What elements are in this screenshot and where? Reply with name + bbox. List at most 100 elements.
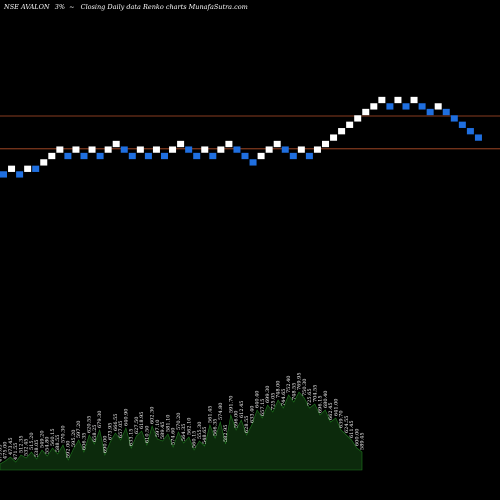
volume-label: 562.10: [186, 418, 192, 436]
renko-bricks: [0, 96, 482, 178]
down-brick: [418, 103, 426, 110]
volume-label: 574.60: [171, 428, 177, 446]
up-brick: [112, 140, 120, 148]
volume-labels: 473.65 475.00 473.45 471.55 512.35 532.45 515.…: [0, 373, 366, 463]
volume-label: 657.15: [260, 399, 266, 417]
volume-label: 624.55: [344, 416, 350, 434]
volume-area-shape: [0, 391, 363, 471]
volume-label: 748.00: [276, 381, 282, 399]
up-brick: [410, 96, 418, 104]
chart-header: NSE AVALON 3% ~ Closing Daily data Renko…: [3, 3, 248, 11]
down-brick: [161, 152, 168, 160]
down-brick: [402, 103, 410, 110]
volume-label: 515.20: [29, 433, 35, 451]
up-brick: [434, 103, 442, 110]
volume-label: 725.05: [270, 393, 276, 411]
trend-arrow: ~: [69, 3, 74, 11]
down-brick: [386, 103, 394, 110]
up-brick: [257, 152, 265, 160]
volume-label: 657.05: [118, 421, 124, 439]
volume-label: 512.35: [19, 436, 25, 454]
up-brick: [152, 146, 160, 153]
up-brick: [338, 128, 346, 135]
volume-label: 564.35: [181, 424, 187, 442]
down-brick: [458, 121, 466, 128]
volume-label: 699.30: [265, 386, 271, 404]
down-brick: [0, 171, 7, 178]
down-brick: [241, 152, 249, 160]
volume-label: 560.15: [50, 429, 56, 447]
volume-label: 570.30: [61, 426, 67, 444]
up-brick: [40, 159, 48, 166]
up-brick: [330, 134, 338, 141]
volume-label: 690.00: [102, 436, 108, 454]
volume-label: 471.55: [13, 443, 19, 461]
down-brick: [209, 152, 217, 160]
volume-label: 589.45: [360, 433, 366, 451]
down-brick: [193, 152, 201, 160]
volume-label: 633.40: [249, 406, 255, 424]
up-brick: [322, 140, 329, 148]
chart-description: Closing Daily data Renko charts MunafaSu…: [81, 3, 248, 11]
volume-label: 582.95: [223, 425, 229, 443]
volume-label: 473.65: [0, 445, 4, 463]
up-brick: [48, 152, 56, 160]
volume-label: 627.50: [134, 417, 140, 435]
up-brick: [217, 146, 225, 153]
down-brick: [305, 152, 313, 160]
volume-label: 548.65: [202, 427, 208, 445]
volume-label: 560.15: [192, 431, 198, 449]
volume-label: 752.40: [286, 376, 292, 394]
down-brick: [466, 128, 474, 135]
up-brick: [24, 165, 32, 172]
down-brick: [144, 152, 152, 160]
down-brick: [185, 146, 193, 153]
volume-label: 570.20: [176, 413, 182, 431]
volume-label: 612.45: [239, 401, 245, 419]
volume-label: 602.30: [150, 407, 156, 425]
down-brick: [32, 165, 40, 172]
down-brick: [64, 152, 72, 160]
volume-label: 595.20: [71, 430, 77, 448]
ticker-label: NSE AVALON: [3, 3, 50, 11]
volume-label: 596.00: [234, 411, 240, 429]
up-brick: [72, 146, 80, 153]
volume-label: 538.05: [34, 440, 40, 458]
volume-label: 640.40: [255, 391, 261, 409]
volume-label: 620.55: [87, 416, 93, 434]
volume-label: 561.45: [207, 406, 213, 424]
volume-label: 581.10: [165, 415, 171, 433]
down-brick: [474, 134, 482, 141]
reference-lines: [0, 115, 500, 150]
down-brick: [450, 115, 458, 122]
up-brick: [169, 146, 177, 153]
volume-label: 618.95: [139, 412, 145, 430]
volume-label: 610.50: [144, 426, 150, 444]
volume-label: 554.80: [45, 437, 51, 455]
down-brick: [442, 108, 450, 116]
up-brick: [394, 96, 402, 104]
volume-label: 750.30: [302, 379, 308, 397]
down-brick: [16, 171, 24, 178]
volume-label: 473.45: [8, 438, 14, 456]
up-brick: [313, 146, 321, 153]
up-brick: [104, 146, 112, 153]
up-brick: [88, 146, 96, 153]
up-brick: [56, 146, 64, 153]
volume-area: [0, 391, 363, 471]
change-label: 3%: [55, 3, 65, 11]
volume-label: 597.20: [76, 421, 82, 439]
volume-label: 679.30: [97, 411, 103, 429]
up-brick: [177, 140, 185, 148]
volume-label: 662.45: [328, 403, 334, 421]
up-brick: [265, 146, 273, 153]
volume-label: 589.45: [160, 422, 166, 440]
down-brick: [289, 152, 297, 160]
volume-label: 600.00: [354, 429, 360, 447]
up-brick: [297, 146, 305, 153]
volume-label: 704.55: [312, 385, 318, 403]
volume-label: 748.55: [291, 383, 297, 401]
down-brick: [96, 152, 104, 160]
volume-label: 588.55: [55, 435, 61, 453]
